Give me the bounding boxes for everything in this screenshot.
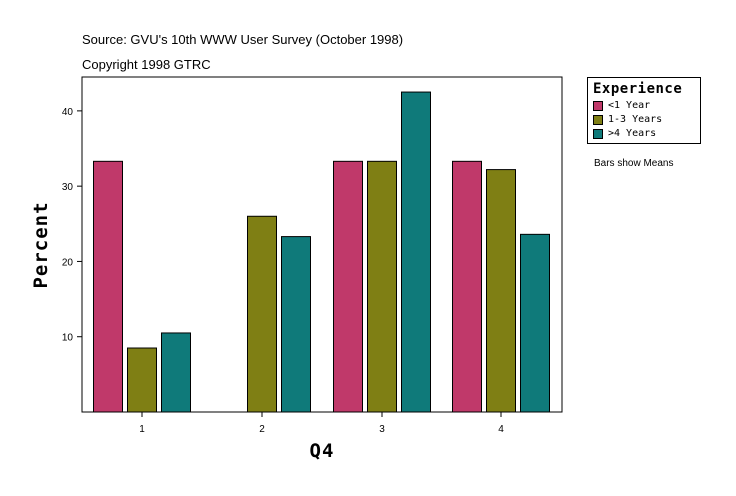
- y-tick-label: 10: [62, 333, 74, 344]
- legend-label: >4 Years: [608, 128, 657, 139]
- x-tick-label: 1: [139, 424, 145, 435]
- legend-swatch: [593, 101, 603, 111]
- bar: [127, 347, 157, 413]
- legend-label: 1-3 Years: [608, 114, 663, 125]
- bar: [93, 160, 123, 413]
- chart-legend: Experience <1 Year 1-3 Years >4 Years: [587, 77, 701, 144]
- bar: [452, 160, 482, 413]
- bar: [520, 233, 550, 413]
- chart-source-note: Source: GVU's 10th WWW User Survey (Octo…: [82, 32, 404, 47]
- y-axis-label: Percent: [30, 201, 52, 288]
- chart-copyright-note: Copyright 1998 GTRC: [82, 57, 211, 72]
- bar: [401, 91, 431, 413]
- x-tick-label: 3: [379, 424, 385, 435]
- legend-label: <1 Year: [608, 100, 651, 111]
- x-tick-label: 2: [259, 424, 265, 435]
- bar: [281, 236, 311, 413]
- bars-show-means-note: Bars show Means: [594, 158, 674, 169]
- legend-swatch: [593, 129, 603, 139]
- y-tick-label: 30: [62, 182, 74, 193]
- plot-area-frame: [81, 76, 563, 413]
- bar: [247, 215, 277, 413]
- bar: [486, 169, 516, 413]
- x-tick-label: 4: [498, 424, 504, 435]
- bar: [333, 160, 363, 413]
- y-tick-label: 20: [62, 257, 74, 268]
- bar: [161, 332, 191, 413]
- bar: [367, 160, 397, 413]
- x-axis-label: Q4: [310, 440, 335, 462]
- y-tick-label: 40: [62, 107, 74, 118]
- legend-title: Experience: [593, 81, 683, 97]
- legend-swatch: [593, 115, 603, 125]
